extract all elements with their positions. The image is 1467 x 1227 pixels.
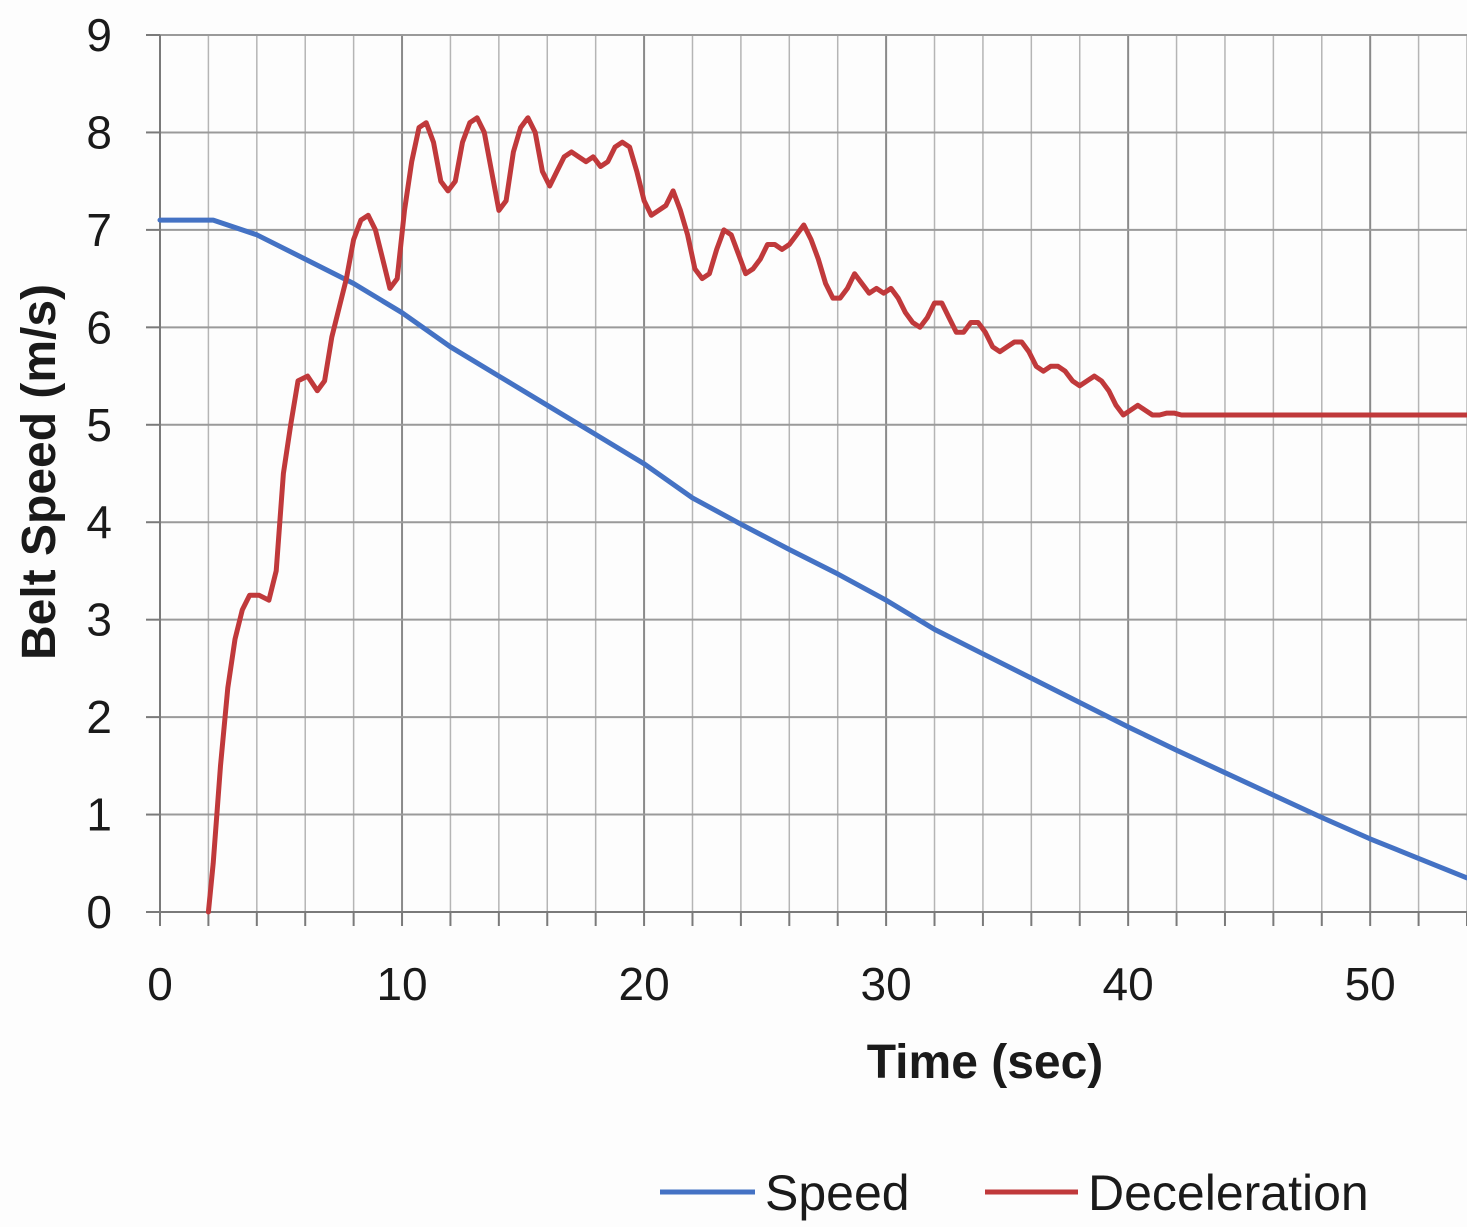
x-tick-labels: 0 10 20 30 40 50 (147, 958, 1396, 1010)
legend: Speed Deceleration (660, 1165, 1369, 1221)
y-tick-label: 7 (86, 204, 112, 256)
y-tick-label: 4 (86, 496, 112, 548)
x-tick-label: 10 (376, 958, 427, 1010)
y-tick-label: 8 (86, 106, 112, 158)
y-tick-label: 2 (86, 691, 112, 743)
y-tick-label: 3 (86, 594, 112, 646)
x-tick-label: 50 (1345, 958, 1396, 1010)
y-tick-label: 1 (86, 789, 112, 841)
grid-lines (160, 34, 1467, 912)
series-line-speed (157, 217, 1467, 881)
series-line-deceleration (205, 115, 1467, 915)
y-tick-label: 6 (86, 301, 112, 353)
series-lines (157, 115, 1467, 915)
y-tick-label: 0 (86, 886, 112, 938)
y-axis-title: Belt Speed (m/s) (13, 284, 66, 660)
x-axis-title: Time (sec) (867, 1036, 1104, 1089)
x-tick-label: 30 (861, 958, 912, 1010)
y-tick-label: 5 (86, 399, 112, 451)
y-tick-label: 9 (86, 9, 112, 61)
y-tick-labels: 0 1 2 3 4 5 6 7 8 9 (86, 9, 112, 938)
x-tick-label: 40 (1103, 958, 1154, 1010)
x-tick-label: 20 (618, 958, 669, 1010)
axes (146, 34, 1467, 926)
legend-label-deceleration: Deceleration (1088, 1165, 1369, 1221)
x-tick-label: 0 (147, 958, 173, 1010)
legend-label-speed: Speed (765, 1165, 910, 1221)
